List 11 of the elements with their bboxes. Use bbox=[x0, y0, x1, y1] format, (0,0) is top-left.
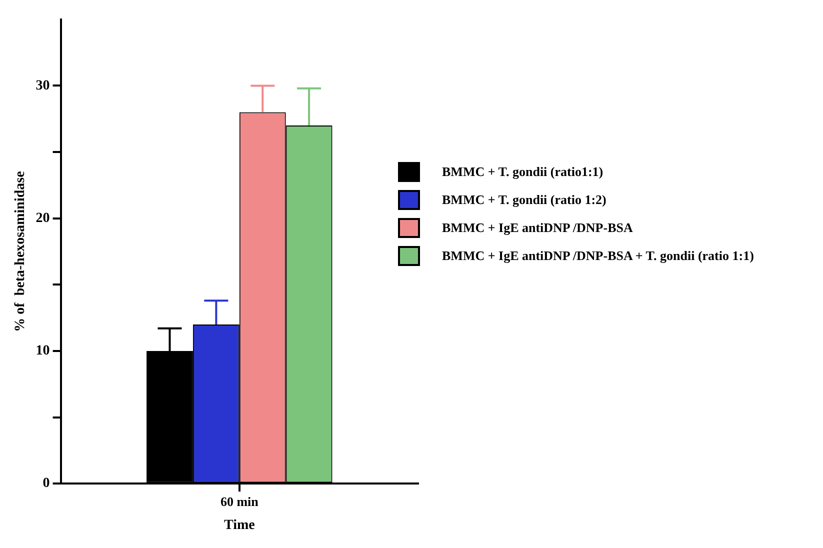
legend-label: BMMC + IgE antiDNP /DNP-BSA + T. gondii (ratio 1:1) bbox=[442, 248, 754, 264]
y-tick-label: 30 bbox=[36, 78, 50, 94]
legend-label: BMMC + T. gondii (ratio 1:2) bbox=[442, 192, 606, 208]
legend-label: BMMC + IgE antiDNP /DNP-BSA bbox=[442, 220, 633, 236]
legend-label: BMMC + T. gondii (ratio1:1) bbox=[442, 164, 604, 180]
y-tick-label: 20 bbox=[36, 210, 50, 226]
y-tick-label: 0 bbox=[42, 476, 50, 492]
y-tick-label: 10 bbox=[36, 344, 50, 359]
x-axis-title: Time bbox=[224, 518, 255, 534]
y-axis-title: % of beta-hexosaminidase bbox=[13, 171, 28, 332]
x-tick-label: 60 min bbox=[220, 494, 260, 509]
